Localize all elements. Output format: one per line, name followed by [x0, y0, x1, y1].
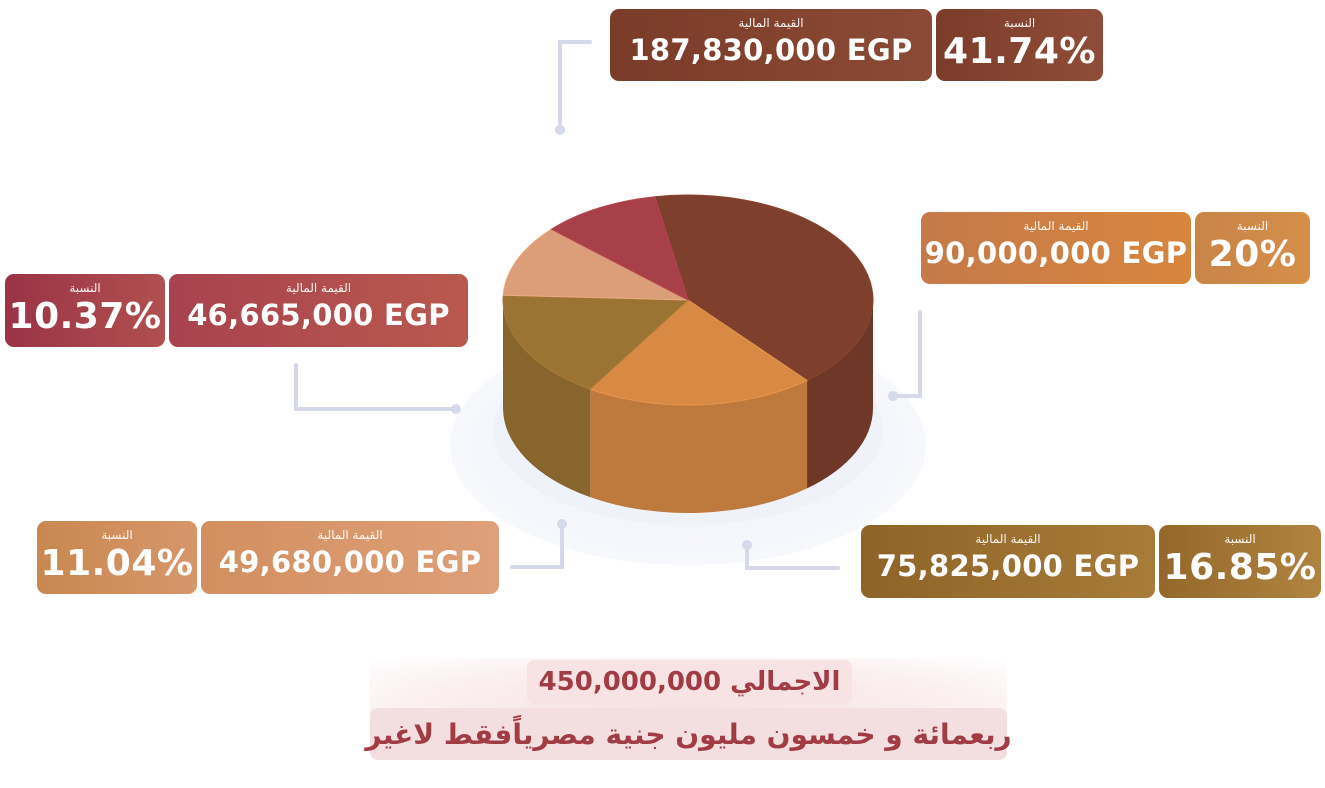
- callout-slice-3: القيمة المالية 75,825,000 EGP النسبة 16.…: [861, 525, 1321, 598]
- value-label-2: القيمة المالية: [1023, 219, 1089, 233]
- value-box-2: القيمة المالية 90,000,000 EGP: [921, 212, 1191, 284]
- pie-slices: [502, 194, 874, 406]
- connector-dot-3: [557, 519, 567, 529]
- value-label-1: القيمة المالية: [738, 16, 804, 30]
- pie-slice-side-2: [590, 380, 808, 513]
- value-box-4: القيمة المالية 49,680,000 EGP: [201, 521, 499, 594]
- callout-slice-2: القيمة المالية 90,000,000 EGP النسبة 20%: [921, 212, 1310, 284]
- connector-dot-4: [451, 404, 461, 414]
- pie-slice-3: [502, 294, 690, 390]
- percent-text-2: 20%: [1208, 234, 1297, 275]
- value-box-3: القيمة المالية 75,825,000 EGP: [861, 525, 1155, 598]
- percent-text-1: 41.74%: [943, 31, 1096, 72]
- value-text-5: 46,665,000 EGP: [187, 298, 450, 332]
- pie-sides: [503, 300, 873, 513]
- value-box-5: القيمة المالية 46,665,000 EGP: [169, 274, 468, 347]
- percent-text-5: 10.37%: [8, 296, 162, 337]
- percent-box-2: النسبة 20%: [1195, 212, 1310, 284]
- value-label-3: القيمة المالية: [975, 532, 1041, 546]
- connector-3: [510, 522, 564, 569]
- percent-box-4: النسبة 11.04%: [37, 521, 197, 594]
- connector-0: [558, 40, 592, 132]
- value-text-3: 75,825,000 EGP: [876, 549, 1140, 583]
- percent-box-1: النسبة 41.74%: [936, 9, 1103, 81]
- pie-slice-side-3: [503, 300, 591, 498]
- connector-dot-2: [742, 540, 752, 550]
- total-in-words: ربعمائة و خمسون مليون جنية مصرياًفقط لاغ…: [365, 708, 1012, 760]
- percent-box-5: النسبة 10.37%: [5, 274, 165, 347]
- total-amount: الاجمالي 450,000,000: [527, 660, 852, 704]
- connector-1: [891, 310, 922, 398]
- connector-dot-0: [555, 125, 565, 135]
- connector-dot-1: [888, 391, 898, 401]
- percent-label-2: النسبة: [1236, 219, 1269, 233]
- value-text-2: 90,000,000 EGP: [924, 236, 1188, 270]
- pie-slice-1: [654, 194, 874, 381]
- percent-label-3: النسبة: [1224, 532, 1256, 546]
- value-text-4: 49,680,000 EGP: [218, 545, 482, 579]
- connector-2: [745, 543, 840, 570]
- value-label-5: القيمة المالية: [285, 281, 352, 295]
- connector-dots: [451, 125, 898, 550]
- percent-text-3: 16.85%: [1163, 547, 1317, 588]
- pie-slice-4: [502, 228, 689, 301]
- value-label-4: القيمة المالية: [317, 528, 383, 542]
- percent-label-5: النسبة: [69, 281, 101, 295]
- percent-text-4: 11.04%: [40, 543, 194, 584]
- connector-lines: [294, 40, 922, 570]
- connector-4: [294, 363, 458, 411]
- value-text-1: 187,830,000 EGP: [629, 33, 913, 67]
- callout-slice-5: النسبة 10.37% القيمة المالية 46,665,000 …: [5, 274, 468, 347]
- pie-slice-side-1: [807, 300, 873, 489]
- percent-box-3: النسبة 16.85%: [1159, 525, 1321, 598]
- value-box-1: القيمة المالية 187,830,000 EGP: [610, 9, 932, 81]
- pie-slice-5: [550, 196, 689, 302]
- percent-label-1: النسبة: [1003, 16, 1036, 30]
- percent-label-4: النسبة: [101, 528, 133, 542]
- callout-slice-4: النسبة 11.04% القيمة المالية 49,680,000 …: [37, 521, 499, 594]
- callout-slice-1: القيمة المالية 187,830,000 EGP النسبة 41…: [610, 9, 1103, 81]
- pie-slice-2: [589, 299, 809, 406]
